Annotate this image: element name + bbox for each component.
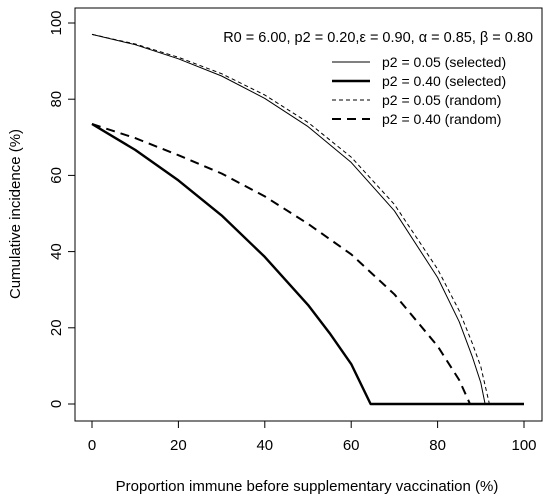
series-layer (91, 33, 524, 406)
legend-label: p2 = 0.05 (selected) (382, 54, 506, 70)
y-tick-label: 40 (48, 243, 65, 260)
legend: p2 = 0.05 (selected) p2 = 0.40 (selected)… (332, 54, 506, 127)
y-axis: 0 20 40 60 80 100 (48, 10, 76, 408)
x-tick-label: 80 (429, 437, 446, 454)
chart-annotation: R0 = 6.00, p2 = 0.20,ε = 0.90, α = 0.85,… (223, 30, 533, 46)
y-tick-label: 20 (48, 319, 65, 336)
x-tick-label: 60 (343, 437, 360, 454)
series-line-3 (91, 33, 524, 405)
legend-label: p2 = 0.05 (random) (382, 92, 501, 108)
y-tick-label: 100 (48, 10, 65, 35)
y-tick-label: 80 (48, 91, 65, 108)
x-tick-label: 20 (170, 437, 187, 454)
y-tick-label: 60 (48, 167, 65, 184)
x-tick-label: 100 (511, 437, 536, 454)
legend-label: p2 = 0.40 (random) (382, 111, 501, 127)
x-axis: 0 20 40 60 80 100 (88, 420, 537, 454)
series-line-2 (91, 122, 524, 406)
y-tick-label: 0 (48, 400, 65, 408)
legend-label: p2 = 0.40 (selected) (382, 73, 506, 89)
x-axis-label: Proportion immune before supplementary v… (116, 478, 499, 495)
y-axis-label: Cumulative incidence (%) (7, 129, 24, 299)
series-line-1 (91, 33, 524, 405)
x-tick-label: 40 (256, 437, 273, 454)
x-tick-label: 0 (88, 437, 96, 454)
